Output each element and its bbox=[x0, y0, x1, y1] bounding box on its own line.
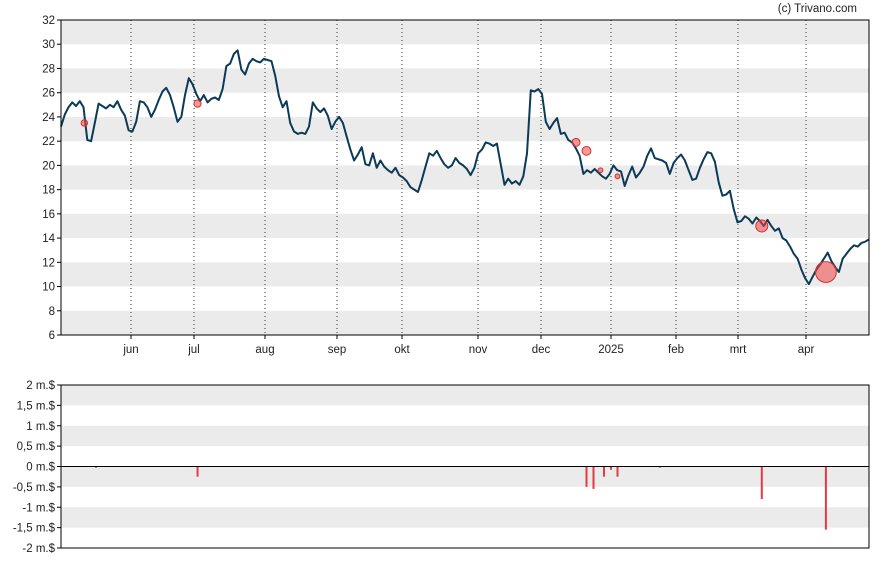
y-tick-label: 30 bbox=[42, 39, 55, 51]
x-tick-label: aug bbox=[255, 344, 274, 356]
price-grid-bands bbox=[61, 20, 869, 335]
x-tick-label: jul bbox=[187, 344, 200, 356]
volume-bar bbox=[95, 466, 97, 468]
trade-marker bbox=[814, 261, 837, 283]
trade-marker bbox=[80, 119, 89, 127]
volume-y-tick-label: 0 m.$ bbox=[26, 462, 55, 474]
volume-y-tick-label: -1 m.$ bbox=[22, 502, 55, 514]
x-tick-label: dec bbox=[532, 344, 551, 356]
y-tick-label: 16 bbox=[42, 209, 55, 221]
volume-bar bbox=[760, 466, 763, 500]
volume-y-tick-label: -0,5 m.$ bbox=[13, 482, 56, 494]
volume-bar bbox=[616, 466, 619, 477]
volume-y-tick-label: -2 m.$ bbox=[22, 543, 55, 555]
volume-band bbox=[61, 466, 869, 487]
trade-marker bbox=[571, 137, 581, 147]
trade-marker bbox=[755, 219, 769, 233]
y-tick-label: 22 bbox=[42, 136, 55, 148]
x-tick-label: okt bbox=[394, 344, 410, 356]
y-tick-label: 12 bbox=[42, 257, 55, 269]
price-y-axis: 32 30 28 26 24 22 20 18 16 14 12 10 8 6 bbox=[42, 15, 61, 342]
x-tick-label: jun bbox=[122, 344, 138, 356]
price-band bbox=[61, 262, 869, 287]
y-tick-label: 8 bbox=[49, 306, 55, 318]
y-tick-label: 20 bbox=[42, 160, 55, 172]
insider-trade-markers bbox=[80, 99, 837, 283]
price-plot-frame bbox=[60, 19, 870, 336]
price-panel: 32 30 28 26 24 22 20 18 16 14 12 10 8 6 jun jul aug sep o… bbox=[42, 15, 870, 356]
x-tick-label: nov bbox=[469, 344, 488, 356]
trade-marker bbox=[597, 167, 604, 174]
volume-bar bbox=[658, 466, 661, 468]
price-band bbox=[61, 68, 869, 93]
x-tick-label: feb bbox=[668, 344, 684, 356]
price-band bbox=[61, 20, 869, 45]
price-band bbox=[61, 116, 869, 142]
y-tick-label: 10 bbox=[42, 282, 55, 294]
volume-y-tick-label: 0,5 m.$ bbox=[17, 441, 56, 453]
price-band bbox=[61, 310, 869, 335]
volume-plot-frame bbox=[60, 384, 870, 549]
trade-marker bbox=[193, 99, 202, 108]
volume-bar bbox=[610, 466, 612, 470]
volume-band bbox=[61, 507, 869, 528]
price-band bbox=[61, 165, 869, 190]
credit-label: (c) Trivano.com bbox=[778, 3, 857, 15]
volume-bars bbox=[95, 466, 827, 530]
volume-bar bbox=[603, 466, 605, 477]
price-band bbox=[61, 213, 869, 239]
trade-marker bbox=[581, 145, 592, 156]
volume-y-axis: 2 m.$ 1,5 m.$ 1 m.$ 0,5 m.$ 0 m.$ -0,5 m.$ -1 … bbox=[13, 380, 61, 555]
y-tick-label: 24 bbox=[42, 112, 55, 124]
volume-y-tick-label: 1 m.$ bbox=[26, 421, 55, 433]
volume-grid-bands bbox=[61, 385, 869, 528]
volume-panel: 2 m.$ 1,5 m.$ 1 m.$ 0,5 m.$ 0 m.$ -0,5 m.$ -1 … bbox=[13, 380, 870, 555]
price-series-line bbox=[60, 49, 870, 286]
volume-band bbox=[61, 425, 869, 447]
price-x-axis: jun jul aug sep okt nov dec 2025 feb mrt apr bbox=[122, 335, 814, 356]
volume-bar bbox=[592, 466, 595, 489]
y-tick-label: 32 bbox=[42, 15, 55, 27]
price-month-gridlines bbox=[130, 20, 807, 335]
y-tick-label: 26 bbox=[42, 88, 55, 100]
x-tick-label: sep bbox=[328, 344, 347, 356]
y-tick-label: 18 bbox=[42, 185, 55, 197]
volume-bar bbox=[824, 466, 827, 530]
volume-band bbox=[61, 385, 869, 406]
x-tick-label: apr bbox=[798, 344, 815, 356]
x-tick-label: mrt bbox=[730, 344, 747, 356]
volume-bar bbox=[196, 466, 199, 477]
x-tick-label: 2025 bbox=[598, 344, 624, 356]
volume-y-tick-label: -1,5 m.$ bbox=[13, 523, 56, 535]
trade-marker bbox=[614, 173, 621, 180]
volume-y-tick-label: 1,5 m.$ bbox=[17, 400, 56, 412]
y-tick-label: 14 bbox=[42, 233, 55, 245]
volume-y-tick-label: 2 m.$ bbox=[26, 380, 55, 392]
y-tick-label: 28 bbox=[42, 63, 55, 75]
volume-bar bbox=[585, 466, 588, 487]
y-tick-label: 6 bbox=[49, 330, 55, 342]
